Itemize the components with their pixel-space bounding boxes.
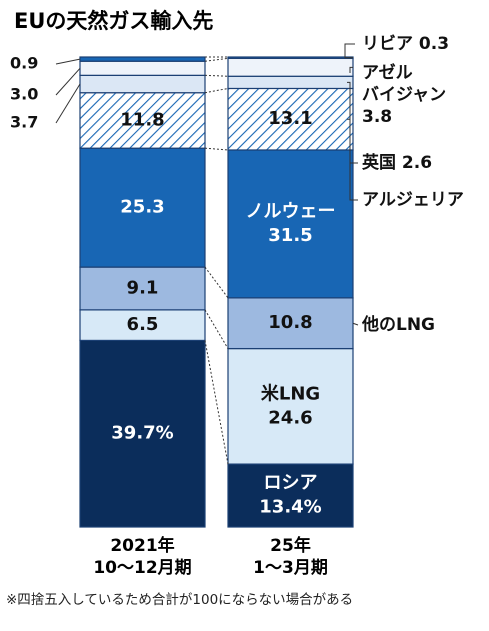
category-label-1: 25年 1〜3月期 bbox=[253, 535, 328, 578]
bar-segment-ノルウェー-1 bbox=[227, 149, 354, 299]
bar-segment-アゼルバイジャン-0 bbox=[79, 60, 206, 76]
data-label-英国-0: 3.7 bbox=[10, 113, 38, 132]
connector-line-他のLNG bbox=[204, 266, 229, 299]
bar-segment-ロシア-1 bbox=[227, 463, 354, 528]
leader-line-リビア bbox=[55, 58, 81, 65]
leader-アゼルバイジャン bbox=[349, 66, 353, 73]
labels-layer: EUの天然ガス輸入先 39.7% ロシア 13.4% 6.5 米LNG 24.6 9.1 10.… bbox=[6, 9, 464, 608]
data-label-ノルウェー-0: 25.3 bbox=[120, 197, 164, 218]
bar-segment-リビア-0 bbox=[79, 56, 206, 62]
bar-segment-他のLNG-1 bbox=[227, 297, 354, 350]
legend-label-アルジェリア: アルジェリア bbox=[362, 190, 464, 210]
bar-segment-リビア-1 bbox=[227, 56, 354, 60]
data-label-ロシア-0: 39.7% bbox=[111, 423, 173, 444]
connector-line-米LNG bbox=[204, 309, 229, 349]
bar-segment-英国-1 bbox=[227, 75, 354, 90]
connector-line-ノルウェー bbox=[204, 147, 229, 151]
bar-segment-アゼルバイジャン-1 bbox=[227, 57, 354, 77]
data-label-他のLNG-1: 10.8 bbox=[268, 312, 312, 333]
bar-segment-米LNG-0 bbox=[79, 309, 206, 342]
bar-segment-アルジェリア-0 bbox=[79, 92, 206, 149]
connector-line-アゼルバイジャン bbox=[204, 57, 229, 62]
legend-label-英国: 英国 2.6 bbox=[362, 152, 432, 173]
data-label-リビア-0: 0.9 bbox=[10, 54, 38, 73]
data-label-米LNG-1: 米LNG 24.6 bbox=[261, 382, 320, 428]
leader-他のLNG bbox=[352, 322, 359, 326]
category-label-0: 2021年 10〜12月期 bbox=[93, 535, 191, 578]
bar-segment-ノルウェー-0 bbox=[79, 147, 206, 268]
connector-line-英国 bbox=[204, 74, 229, 77]
legend-label-リビア: リビア 0.3 bbox=[362, 34, 449, 54]
legend-label-他のLNG: 他のLNG bbox=[361, 314, 435, 335]
data-label-アルジェリア-1: 13.1 bbox=[268, 108, 312, 129]
chart-title: EUの天然ガス輸入先 bbox=[14, 9, 213, 33]
leader-リビア bbox=[344, 43, 355, 59]
bars-layer bbox=[79, 56, 354, 528]
legend-label-アゼルバイジャン: アゼルバイジャン 3.8 bbox=[362, 62, 446, 127]
connector-line-ロシア bbox=[204, 340, 229, 465]
leader-アルジェリア bbox=[347, 118, 358, 201]
bar-segment-米LNG-1 bbox=[227, 347, 354, 465]
data-label-他のLNG-0: 9.1 bbox=[127, 277, 159, 298]
leader-line-英国 bbox=[55, 83, 81, 124]
data-label-アルジェリア-0: 11.8 bbox=[120, 109, 164, 130]
footnote: ※四捨五入しているため合計が100にならない場合がある bbox=[6, 591, 353, 608]
connector-line-アルジェリア bbox=[204, 87, 229, 94]
data-label-アゼルバイジャン-0: 3.0 bbox=[10, 85, 38, 104]
bar-segment-英国-0 bbox=[79, 74, 206, 94]
data-label-ノルウェー-1: ノルウェー 31.5 bbox=[246, 201, 336, 246]
leader-line-アゼルバイジャン bbox=[55, 67, 81, 96]
data-label-ロシア-1: ロシア 13.4% bbox=[259, 473, 321, 518]
data-label-米LNG-0: 6.5 bbox=[127, 314, 159, 335]
bar-segment-ロシア-0 bbox=[79, 339, 206, 528]
